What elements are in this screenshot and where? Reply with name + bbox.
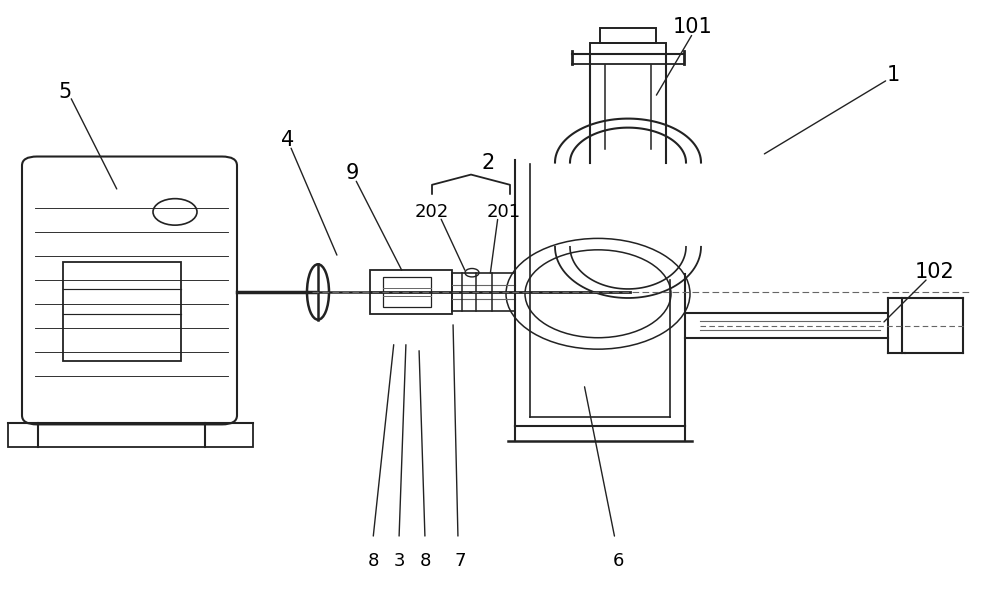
Text: 1: 1: [886, 64, 900, 85]
Text: 201: 201: [487, 203, 521, 221]
Bar: [8, 423, 253, 447]
Text: 2: 2: [481, 152, 495, 173]
Bar: [370, 270, 452, 314]
Bar: [600, 28, 656, 43]
Text: 101: 101: [673, 17, 713, 37]
Text: 7: 7: [454, 552, 466, 570]
Text: 202: 202: [415, 203, 449, 221]
Text: 6: 6: [612, 552, 624, 570]
Bar: [383, 277, 431, 307]
Text: 9: 9: [345, 163, 359, 184]
Text: 3: 3: [393, 552, 405, 570]
Text: 8: 8: [419, 552, 431, 570]
Text: 5: 5: [58, 81, 72, 102]
Bar: [452, 273, 515, 311]
Text: 4: 4: [281, 129, 295, 150]
Text: 8: 8: [367, 552, 379, 570]
Bar: [63, 262, 181, 361]
Bar: [590, 43, 666, 54]
Text: 102: 102: [915, 262, 955, 282]
